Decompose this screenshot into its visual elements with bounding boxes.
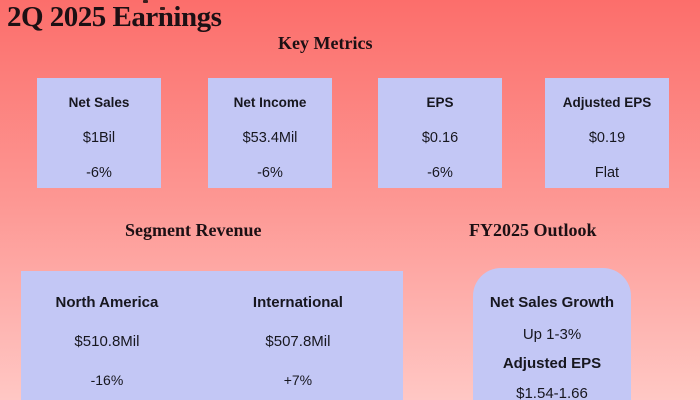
segment-change: -16% <box>90 372 124 388</box>
metric-card-adjusted-eps: Adjusted EPS $0.19 Flat <box>545 78 669 188</box>
metric-change: Flat <box>594 165 620 181</box>
segment-value: $507.8Mil <box>265 333 331 350</box>
metric-label: Net Income <box>233 95 307 110</box>
outlook-card: Net Sales Growth Up 1-3% Adjusted EPS $1… <box>473 268 631 400</box>
outlook-label: Adjusted EPS <box>502 355 602 372</box>
key-metrics-heading: Key Metrics <box>278 33 373 53</box>
metric-change: -6% <box>427 165 453 181</box>
outlook-value: Up 1-3% <box>522 326 582 343</box>
outlook-value: $1.54-1.66 <box>516 385 588 400</box>
metric-change: -6% <box>86 165 112 181</box>
segment-value: $510.8Mil <box>74 333 140 350</box>
slide-title: 2Q 2025 Earnings <box>7 1 222 33</box>
metric-card-net-sales: Net Sales $1Bil -6% <box>37 78 161 188</box>
metric-value: $0.16 <box>421 130 459 146</box>
metric-label: Adjusted EPS <box>562 95 652 110</box>
segment-north-america: North America $510.8Mil -16% <box>21 271 193 400</box>
segment-international: International $507.8Mil +7% <box>193 271 403 400</box>
metric-card-net-income: Net Income $53.4Mil -6% <box>208 78 332 188</box>
metric-card-eps: EPS $0.16 -6% <box>378 78 502 188</box>
metric-value: $1Bil <box>82 130 116 146</box>
segment-revenue-card: North America $510.8Mil -16% Internation… <box>21 271 403 400</box>
segment-label: International <box>252 294 343 311</box>
metric-change: -6% <box>257 165 283 181</box>
metric-value: $0.19 <box>588 130 626 146</box>
metric-value: $53.4Mil <box>242 130 298 146</box>
segment-revenue-heading: Segment Revenue <box>125 220 262 240</box>
outlook-heading: FY2025 Outlook <box>469 220 597 240</box>
metric-label: Net Sales <box>68 95 130 110</box>
segment-label: North America <box>55 294 159 311</box>
segment-change: +7% <box>283 372 313 388</box>
outlook-label: Net Sales Growth <box>489 294 615 311</box>
metric-label: EPS <box>426 95 454 110</box>
clipped-text-artifact <box>160 7 165 10</box>
clipped-text-artifact <box>143 0 148 3</box>
